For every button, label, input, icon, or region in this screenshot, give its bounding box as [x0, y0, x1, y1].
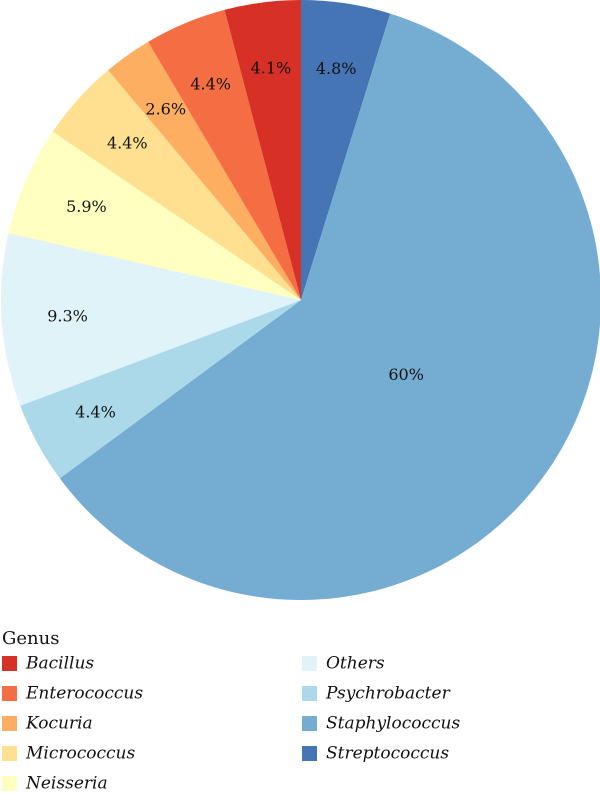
legend-label-others: Others	[326, 654, 385, 674]
legend-swatch-enterococcus	[2, 686, 17, 701]
legend-swatch-psychrobacter	[302, 686, 317, 701]
pie-slice-streptococcus	[301, 0, 391, 300]
legend-swatch-kocuria	[2, 716, 17, 731]
slice-label-enterococcus: 4.4%	[190, 75, 231, 94]
pie-slice-psychrobacter	[20, 300, 301, 479]
legend: Bacillus Enterococcus Kocuria Micrococcus Ne…	[2, 654, 460, 793]
pie-slice-staphylococcus	[59, 13, 600, 600]
pie-slice-others	[0, 233, 301, 406]
legend-swatch-staphylococcus	[302, 716, 317, 731]
legend-label-psychrobacter: Psychrobacter	[325, 684, 451, 704]
legend-swatch-streptococcus	[302, 746, 317, 761]
slice-label-streptococcus: 4.8%	[316, 59, 357, 78]
legend-label-neisseria: Neisseria	[25, 774, 108, 793]
legend-label-streptococcus: Streptococcus	[326, 744, 449, 764]
pie-slice-enterococcus	[148, 9, 301, 300]
pie-slice-labels: 4.8%60%4.4%9.3%5.9%4.4%2.6%4.4%4.1%	[47, 58, 424, 421]
slice-label-neisseria: 5.9%	[66, 197, 107, 216]
legend-label-enterococcus: Enterococcus	[25, 684, 143, 704]
pie-slice-micrococcus	[52, 70, 301, 300]
slice-label-kocuria: 2.6%	[145, 100, 186, 119]
legend-label-bacillus: Bacillus	[25, 654, 94, 674]
slice-label-others: 9.3%	[47, 306, 88, 325]
pie-slice-neisseria	[8, 131, 302, 300]
slice-label-bacillus: 4.1%	[251, 58, 292, 77]
legend-label-micrococcus: Micrococcus	[25, 744, 135, 764]
slice-label-staphylococcus: 60%	[388, 365, 424, 384]
legend-swatch-neisseria	[2, 776, 17, 791]
legend-label-staphylococcus: Staphylococcus	[326, 714, 460, 734]
legend-swatch-micrococcus	[2, 746, 17, 761]
pie-slice-kocuria	[108, 41, 301, 300]
slice-label-micrococcus: 4.4%	[107, 134, 148, 153]
pie-slice-bacillus	[224, 0, 301, 300]
legend-swatch-bacillus	[2, 656, 17, 671]
legend-title: Genus	[2, 628, 59, 649]
legend-label-kocuria: Kocuria	[25, 714, 93, 734]
legend-swatch-others	[302, 656, 317, 671]
slice-label-psychrobacter: 4.4%	[75, 402, 116, 421]
pie-slices	[0, 0, 600, 600]
